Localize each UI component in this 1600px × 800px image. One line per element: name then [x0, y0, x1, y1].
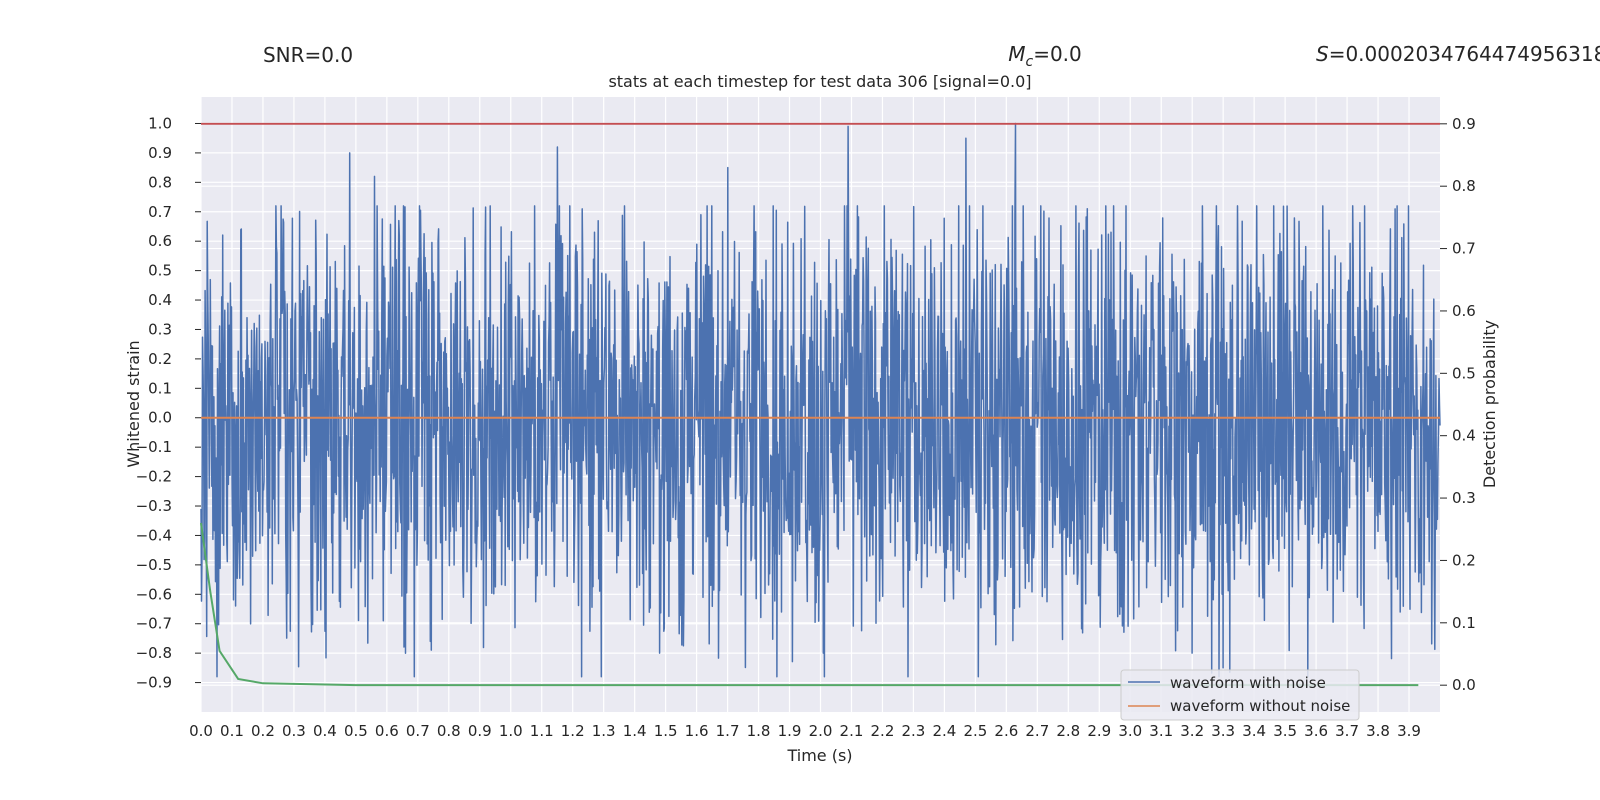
- x-tick-label-9: 0.9: [468, 722, 492, 740]
- left-tick-label-7: 0.3: [148, 320, 172, 338]
- chirp-mass-subscript: c: [1025, 54, 1033, 70]
- x-tick-label-12: 1.2: [561, 722, 585, 740]
- chirp-mass-stat: Mc=0.0: [1008, 42, 1082, 70]
- legend: waveform with noise waveform without noi…: [1120, 669, 1360, 721]
- right-tick-label-7: 0.2: [1452, 551, 1476, 569]
- legend-box: [1120, 669, 1360, 721]
- left-tick-label-18: −0.8: [136, 644, 172, 662]
- right-axis-ticks: 0.9 0.8 0.7 0.6 0.5 0.4 0.3 0.2 0.1 0.0: [1440, 115, 1476, 694]
- left-tick-label-10: 0.0: [148, 409, 172, 427]
- x-tick-label-6: 0.6: [375, 722, 399, 740]
- chart-title: stats at each timestep for test data 306…: [608, 72, 1031, 91]
- legend-label-clean: waveform without noise: [1170, 697, 1350, 715]
- left-tick-label-4: 0.6: [148, 232, 172, 250]
- x-tick-label-1: 0.1: [220, 722, 244, 740]
- s-stat: S=0.0002034764474956318: [1316, 42, 1600, 66]
- left-axis-label: Whitened strain: [124, 340, 143, 467]
- x-tick-label-2: 0.2: [251, 722, 275, 740]
- x-tick-label-21: 2.1: [840, 722, 864, 740]
- left-tick-label-2: 0.8: [148, 173, 172, 191]
- right-tick-label-8: 0.1: [1452, 614, 1476, 632]
- left-tick-label-6: 0.4: [148, 291, 172, 309]
- x-tick-label-0: 0.0: [189, 722, 213, 740]
- chirp-mass-symbol: M: [1008, 42, 1025, 66]
- left-tick-label-1: 0.9: [148, 144, 172, 162]
- x-axis-ticks: 0.0 0.1 0.2 0.3 0.4 0.5 0.6 0.7 0.8 0.9 1.0 1.1 1.2 1…: [189, 722, 1421, 740]
- x-tick-label-36: 3.6: [1304, 722, 1328, 740]
- s-symbol: S: [1316, 42, 1329, 66]
- x-tick-label-27: 2.7: [1025, 722, 1049, 740]
- left-axis-ticks: 1.0 0.9 0.8 0.7 0.6 0.5 0.4 0.3 0.2 0.1 0.0 −0.1 −0.…: [136, 114, 201, 692]
- left-tick-label-11: −0.1: [136, 438, 172, 456]
- right-tick-label-2: 0.7: [1452, 240, 1476, 258]
- left-tick-label-13: −0.3: [136, 497, 172, 515]
- left-tick-label-14: −0.4: [136, 526, 172, 544]
- right-tick-label-9: 0.0: [1452, 676, 1476, 694]
- legend-label-noisy: waveform with noise: [1170, 674, 1326, 692]
- x-tick-label-17: 1.7: [716, 722, 740, 740]
- noisy-waveform-line: [200, 122, 1441, 678]
- left-tick-label-3: 0.7: [148, 203, 172, 221]
- x-tick-label-33: 3.3: [1211, 722, 1235, 740]
- x-tick-label-39: 3.9: [1397, 722, 1421, 740]
- left-tick-label-17: −0.7: [136, 615, 172, 633]
- left-tick-label-9: 0.1: [148, 379, 172, 397]
- right-tick-label-4: 0.5: [1452, 364, 1476, 382]
- x-tick-label-19: 1.9: [778, 722, 802, 740]
- x-tick-label-11: 1.1: [530, 722, 554, 740]
- left-tick-label-19: −0.9: [136, 674, 172, 692]
- right-tick-label-6: 0.3: [1452, 489, 1476, 507]
- x-tick-label-13: 1.3: [592, 722, 616, 740]
- x-tick-label-7: 0.7: [406, 722, 430, 740]
- x-tick-label-35: 3.5: [1273, 722, 1297, 740]
- x-tick-label-38: 3.8: [1366, 722, 1390, 740]
- x-tick-label-25: 2.5: [963, 722, 987, 740]
- x-axis-label: Time (s): [786, 746, 852, 765]
- right-axis-label: Detection probability: [1480, 320, 1499, 488]
- x-tick-label-31: 3.1: [1149, 722, 1173, 740]
- x-tick-label-29: 2.9: [1087, 722, 1111, 740]
- left-tick-label-15: −0.5: [136, 556, 172, 574]
- right-tick-label-0: 0.9: [1452, 115, 1476, 133]
- chirp-mass-value: =0.0: [1033, 42, 1082, 66]
- snr-stat: SNR=0.0: [263, 43, 353, 67]
- x-tick-label-4: 0.4: [313, 722, 337, 740]
- right-tick-label-1: 0.8: [1452, 177, 1476, 195]
- left-tick-label-12: −0.2: [136, 468, 172, 486]
- left-tick-label-5: 0.5: [148, 262, 172, 280]
- left-tick-label-16: −0.6: [136, 585, 172, 603]
- x-tick-label-24: 2.4: [932, 722, 956, 740]
- x-tick-label-32: 3.2: [1180, 722, 1204, 740]
- x-tick-label-14: 1.4: [623, 722, 647, 740]
- left-tick-label-0: 1.0: [148, 114, 172, 132]
- s-value: =0.0002034764474956318: [1329, 42, 1600, 66]
- x-tick-label-37: 3.7: [1335, 722, 1359, 740]
- x-tick-label-18: 1.8: [747, 722, 771, 740]
- x-tick-label-30: 3.0: [1118, 722, 1142, 740]
- left-tick-label-8: 0.2: [148, 350, 172, 368]
- x-tick-label-28: 2.8: [1056, 722, 1080, 740]
- right-tick-label-5: 0.4: [1452, 427, 1476, 445]
- series-layer: [200, 122, 1441, 687]
- right-tick-label-3: 0.6: [1452, 302, 1476, 320]
- x-tick-label-34: 3.4: [1242, 722, 1266, 740]
- x-tick-label-26: 2.6: [994, 722, 1018, 740]
- x-tick-label-16: 1.6: [685, 722, 709, 740]
- x-tick-label-5: 0.5: [344, 722, 368, 740]
- x-tick-label-15: 1.5: [654, 722, 678, 740]
- detection-probability-line: [200, 522, 1419, 687]
- x-tick-label-3: 0.3: [282, 722, 306, 740]
- x-tick-label-8: 0.8: [437, 722, 461, 740]
- x-tick-label-22: 2.2: [871, 722, 895, 740]
- x-tick-label-10: 1.0: [499, 722, 523, 740]
- x-tick-label-23: 2.3: [901, 722, 925, 740]
- x-tick-label-20: 2.0: [809, 722, 833, 740]
